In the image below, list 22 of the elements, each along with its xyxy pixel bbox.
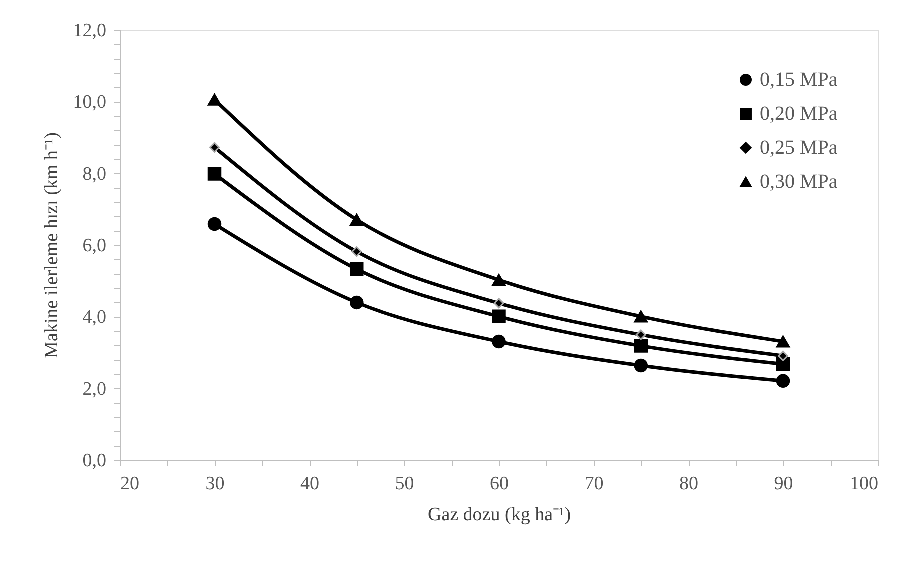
y-tick-label: 4,0	[82, 307, 106, 328]
y-tick-label: 0,0	[82, 450, 106, 472]
x-axis-title: Gaz dozu (kg ha⁻¹)	[428, 504, 572, 526]
x-tick-label: 20	[120, 474, 140, 494]
x-tick-label: 80	[680, 474, 698, 494]
x-tick-label: 30	[206, 474, 225, 494]
x-tick-label: 60	[490, 474, 509, 494]
x-tick-label: 40	[300, 474, 320, 494]
y-tick-label: 8,0	[82, 164, 106, 185]
legend-label: 0,30 MPa	[760, 171, 838, 193]
x-tick-label: 90	[774, 474, 794, 494]
legend-label: 0,15 MPa	[760, 69, 838, 91]
y-tick-label: 6,0	[82, 236, 106, 256]
x-tick-label: 100	[850, 474, 878, 494]
y-axis-title: Makine ilerleme hızı (km h⁻¹)	[41, 132, 62, 358]
legend-label: 0,25 MPa	[760, 137, 838, 159]
y-tick-label: 10,0	[73, 92, 106, 114]
y-tick-label: 12,0	[73, 20, 106, 42]
x-tick-label: 50	[395, 474, 414, 494]
y-tick-label: 2,0	[82, 378, 106, 400]
x-tick-label: 70	[584, 474, 604, 494]
legend-label: 0,20 MPa	[760, 103, 838, 125]
